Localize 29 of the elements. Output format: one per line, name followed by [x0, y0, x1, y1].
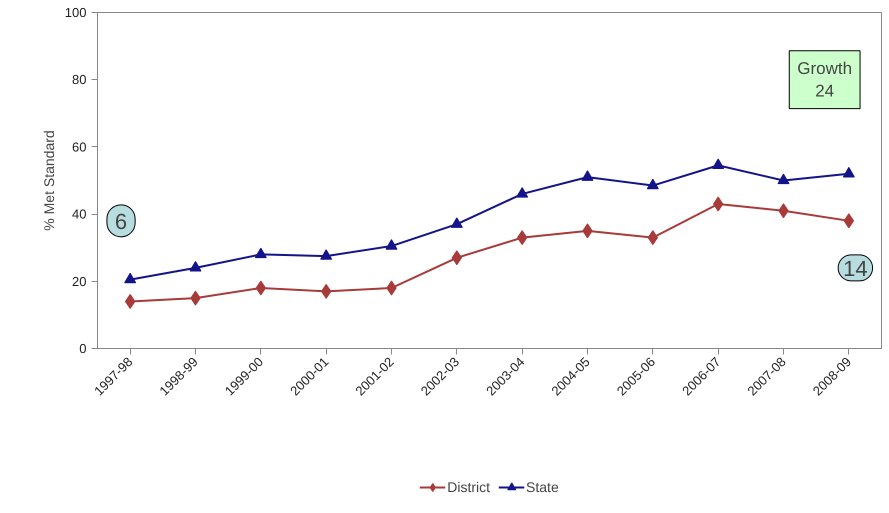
point: [582, 223, 593, 238]
y-axis-title: % Met Standard: [40, 130, 57, 231]
point: [320, 249, 332, 260]
point: [386, 280, 397, 296]
point: [254, 248, 267, 258]
point: [582, 170, 594, 181]
point: [712, 158, 724, 170]
point: [778, 174, 790, 184]
annotation: 14: [843, 256, 868, 281]
annotation: 24: [815, 82, 834, 101]
y-tick-label: 40: [72, 206, 87, 222]
point: [190, 261, 202, 272]
annotation: Growth: [797, 58, 852, 78]
point: [386, 239, 398, 250]
point: [124, 272, 136, 284]
point: [190, 290, 201, 306]
point: [450, 217, 463, 228]
point: [516, 187, 528, 198]
y-tick-label: 60: [72, 139, 87, 154]
point: [778, 203, 789, 218]
y-tick-label: 80: [72, 72, 87, 88]
y-tick-label: 0: [79, 341, 87, 356]
point: [842, 166, 855, 178]
legend-label: State: [526, 479, 559, 495]
annotation: 6: [114, 208, 128, 234]
y-tick-label: 100: [64, 5, 87, 20]
legend-label: District: [447, 479, 490, 495]
y-tick-label: 20: [72, 274, 87, 289]
point: [646, 178, 659, 190]
